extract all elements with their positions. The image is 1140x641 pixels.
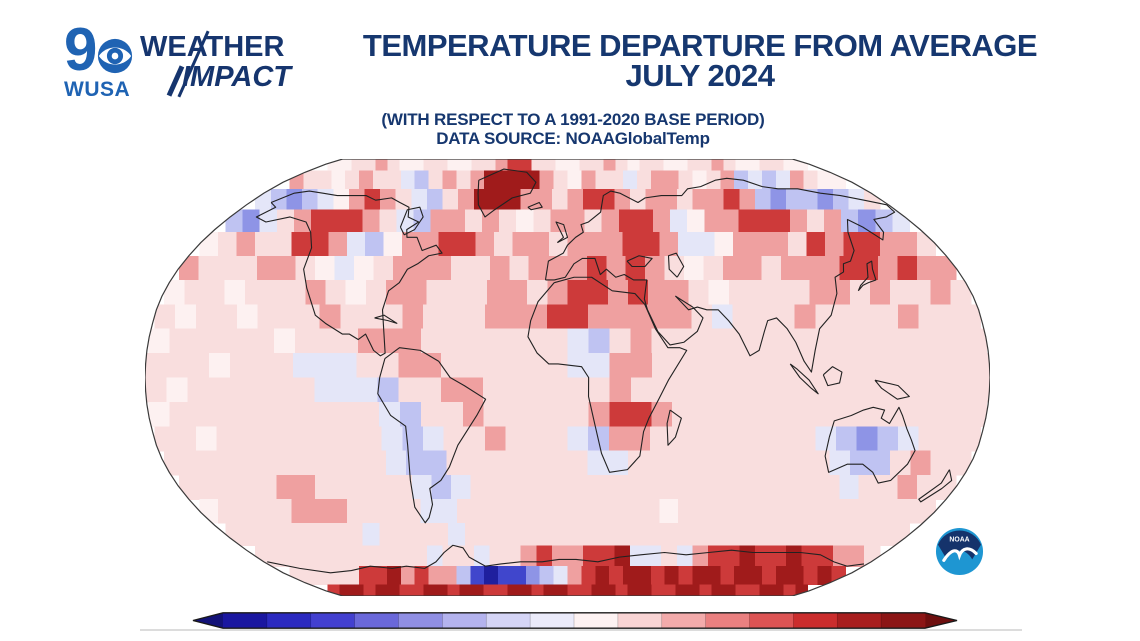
- title-line-1: TEMPERATURE DEPARTURE FROM AVERAGE: [362, 28, 1038, 63]
- brand-weather: WEATHER: [140, 31, 285, 63]
- cbs-eye-icon: [97, 38, 133, 74]
- brand-impact: IMPACT: [182, 61, 292, 93]
- weather-impact-logo: WEATHER IMPACT: [140, 30, 350, 98]
- anomaly-colorbar: [192, 612, 958, 629]
- page-title: TEMPERATURE DEPARTURE FROM AVERAGE JULY …: [320, 28, 1080, 93]
- station-call-letters: WUSA: [64, 78, 131, 101]
- subtitle-line-2: DATA SOURCE: NOAAGlobalTemp: [436, 129, 710, 148]
- subtitle: (WITH RESPECT TO A 1991-2020 BASE PERIOD…: [268, 110, 878, 148]
- wusa9-logo: 9 WUSA: [64, 20, 150, 102]
- title-line-2: JULY 2024: [625, 58, 775, 93]
- station-number: 9: [64, 16, 97, 83]
- world-anomaly-map: [144, 158, 991, 597]
- subtitle-line-1: (WITH RESPECT TO A 1991-2020 BASE PERIOD…: [381, 110, 765, 129]
- baseline-divider: [140, 629, 1022, 631]
- noaa-logo: NOAA: [935, 527, 984, 576]
- station-number-row: 9: [64, 20, 150, 80]
- noaa-label: NOAA: [949, 537, 969, 544]
